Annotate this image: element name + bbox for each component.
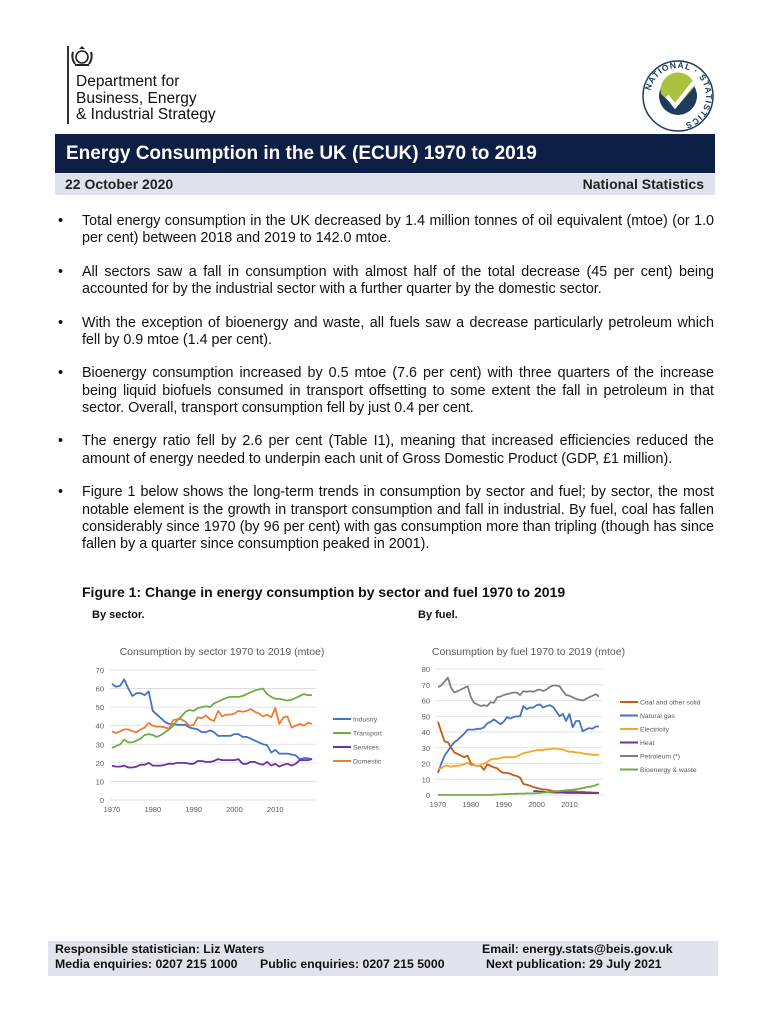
bullet-icon: • [58,263,64,280]
bullet-point: • Figure 1 below shows the long-term tren… [58,484,714,553]
x-tick-label: 1980 [463,800,480,809]
x-tick-label: 1990 [495,800,512,809]
logo-divider [67,46,69,124]
y-tick-label: 30 [422,744,430,753]
legend-label: Electricity [640,727,670,734]
x-tick-label: 2010 [267,805,284,814]
department-name: Department for Business, Energy & Indust… [76,73,216,124]
public-enquiries: Public enquiries: 0207 215 5000 [260,957,445,971]
legend-label: Coal and other solid [640,700,701,707]
by-sector-label: By sector. [92,609,145,621]
y-tick-label: 10 [422,775,430,784]
x-tick-label: 1970 [430,800,447,809]
y-tick-label: 70 [96,666,104,675]
bullet-text: All sectors saw a fall in consumption wi… [82,263,714,298]
series-line-natural-gas [437,703,599,774]
x-tick-label: 1990 [185,805,202,814]
bullet-icon: • [58,433,64,450]
y-tick-label: 70 [422,681,430,690]
fuel-chart: Consumption by fuel 1970 to 2019 (mtoe) 0… [422,646,701,809]
series-line-transport [111,687,312,749]
series-line-petroleum- [437,676,600,707]
bullet-icon: • [58,213,64,229]
series-line-bioenergy-waste [438,783,600,796]
responsible-statistician: Responsible statistician: Liz Waters [55,942,265,956]
bullet-text: With the exception of bioenergy and wast… [82,314,714,348]
sector-chart: Consumption by sector 1970 to 2019 (mtoe… [96,646,382,814]
bullet-point: • All sectors saw a fall in consumption w… [58,264,714,299]
department-line: Department for [76,73,180,90]
publication-date: 22 October 2020 [65,176,174,192]
department-line: & Industrial Strategy [76,106,216,123]
department-line: Business, Energy [76,89,197,107]
y-tick-label: 50 [422,712,430,721]
bullet-text: Total energy consumption in the UK decre… [82,213,714,247]
national-statistics-logo: NATIONAL · STATISTICS [642,60,714,132]
x-tick-label: 2000 [226,805,243,814]
next-publication: Next publication: 29 July 2021 [486,957,662,971]
series-line-coal-and-other-solid [437,721,600,794]
contact-email[interactable]: Email: energy.stats@beis.gov.uk [482,942,673,956]
legend-label: Transport [353,731,382,738]
y-tick-label: 60 [96,685,104,694]
page-title: Energy Consumption in the UK (ECUK) 1970… [55,134,715,173]
y-tick-label: 80 [422,665,430,674]
x-tick-label: 2010 [561,800,578,809]
x-tick-label: 2000 [528,800,545,809]
y-tick-label: 50 [96,703,104,712]
key-points-list: • Total energy consumption in the UK decr… [58,213,714,570]
bullet-icon: • [58,314,64,331]
legend-label: Industry [353,717,378,724]
y-tick-label: 10 [96,777,104,786]
royal-crest-logo [71,46,93,66]
series-line-electricity [437,747,599,770]
y-tick-label: 60 [422,697,430,706]
y-tick-label: 20 [422,760,430,769]
x-tick-label: 1970 [104,805,121,814]
bullet-icon: • [58,484,64,501]
statistics-status: National Statistics [582,176,704,192]
y-tick-label: 40 [422,728,430,737]
legend-label: Bioenergy & waste [640,767,697,774]
y-tick-label: 30 [96,740,104,749]
series-line-domestic [111,707,313,734]
footer-contact-box: Responsible statistician: Liz Waters Ema… [48,941,718,976]
y-tick-label: 0 [426,791,430,800]
bullet-point: • The energy ratio fell by 2.6 per cent (… [58,433,714,468]
legend-label: Heat [640,740,654,747]
media-enquiries: Media enquiries: 0207 215 1000 [55,957,238,971]
bullet-point: • With the exception of bioenergy and was… [58,315,714,350]
figure-caption: Figure 1: Change in energy consumption b… [82,584,566,600]
y-tick-label: 20 [96,759,104,768]
bullet-text: Bioenergy consumption increased by 0.5 m… [82,365,714,416]
bullet-text: The energy ratio fell by 2.6 per cent (T… [82,433,714,467]
chart-title: Consumption by fuel 1970 to 2019 (mtoe) [432,646,625,658]
bullet-icon: • [58,365,64,382]
y-tick-label: 40 [96,722,104,731]
series-line-services [111,758,313,769]
subtitle-bar: 22 October 2020 National Statistics [55,173,715,195]
legend-label: Natural gas [640,713,675,720]
bullet-text: Figure 1 below shows the long-term trend… [82,484,714,553]
y-tick-label: 0 [100,796,104,805]
legend-label: Domestic [353,759,382,766]
bullet-point: • Total energy consumption in the UK decr… [58,213,714,248]
x-tick-label: 1980 [144,805,161,814]
legend-label: Services [353,745,380,752]
chart-title: Consumption by sector 1970 to 2019 (mtoe… [120,646,325,658]
series-line-industry [111,678,313,760]
by-fuel-label: By fuel. [418,609,458,621]
bullet-point: • Bioenergy consumption increased by 0.5 … [58,365,714,417]
legend-label: Petroleum (*) [640,754,680,761]
